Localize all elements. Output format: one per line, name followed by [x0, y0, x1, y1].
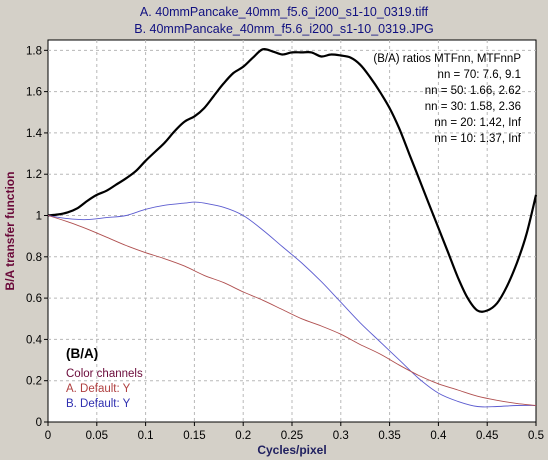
- ratios-header: (B/A) ratios MTFnn, MTFnnP: [373, 53, 521, 65]
- y-tick-label: 0.2: [26, 376, 42, 388]
- ratio-row-20: nn = 20: 1.42, Inf: [434, 117, 521, 129]
- x-tick-label: 0.4: [430, 430, 447, 442]
- series-layer: [47, 47, 538, 408]
- x-tick-label: 0: [45, 430, 51, 442]
- legend: (B/A) Color channels A. Default: Y B. De…: [66, 346, 143, 410]
- x-tick-label: 0.25: [281, 430, 303, 442]
- y-axis-label: B/A transfer function: [3, 172, 17, 291]
- ratio-row-30: nn = 30: 1.58, 2.36: [425, 101, 521, 113]
- tick-layer: 0 0.05 0.1 0.15 0.2 0.25 0.3 0.35 0.4 0.45 0.5 0 0.2…: [26, 45, 544, 442]
- y-tick-label: 0.4: [26, 334, 43, 346]
- x-tick-label: 0.45: [476, 430, 498, 442]
- ratio-row-70: nn = 70: 7.6, 9.1: [438, 69, 521, 81]
- ratio-row-10: nn = 10: 1.37, Inf: [434, 133, 521, 145]
- x-tick-label: 0.1: [138, 430, 154, 442]
- y-tick-label: 1.8: [26, 45, 42, 57]
- x-tick-label: 0.5: [528, 430, 544, 442]
- title-line-a: A. 40mmPancake_40mm_f5.6_i200_s1-10_0319…: [140, 5, 429, 19]
- y-tick-label: 0.8: [26, 252, 42, 264]
- grid-layer: [48, 40, 536, 422]
- y-tick-label: 0.6: [26, 293, 42, 305]
- y-tick-label: 1.4: [26, 128, 43, 140]
- y-tick-label: 1.6: [26, 87, 42, 99]
- legend-entry-a: A. Default: Y: [66, 383, 131, 395]
- x-axis-label: Cycles/pixel: [257, 443, 326, 457]
- x-tick-label: 0.15: [183, 430, 205, 442]
- y-tick-label: 1.2: [26, 169, 42, 181]
- x-tick-label: 0.3: [333, 430, 349, 442]
- ratio-curve-blue: [47, 201, 537, 408]
- y-tick-label: 0: [36, 417, 42, 429]
- legend-entry-b: B. Default: Y: [66, 398, 131, 410]
- ratio-row-50: nn = 50: 1.66, 2.62: [425, 85, 521, 97]
- legend-heading: (B/A): [66, 346, 98, 361]
- x-tick-label: 0.35: [378, 430, 400, 442]
- title-line-b: B. 40mmPancake_40mm_f5.6_i200_s1-10_0319…: [134, 22, 434, 36]
- ratios-annotation: (B/A) ratios MTFnn, MTFnnP nn = 70: 7.6,…: [373, 53, 521, 145]
- x-tick-label: 0.05: [86, 430, 108, 442]
- ratio-curve-black: [47, 47, 538, 313]
- legend-subheading: Color channels: [66, 368, 143, 380]
- x-tick-label: 0.2: [235, 430, 251, 442]
- ratio-curve-red: [47, 215, 537, 406]
- y-tick-label: 1: [36, 211, 42, 223]
